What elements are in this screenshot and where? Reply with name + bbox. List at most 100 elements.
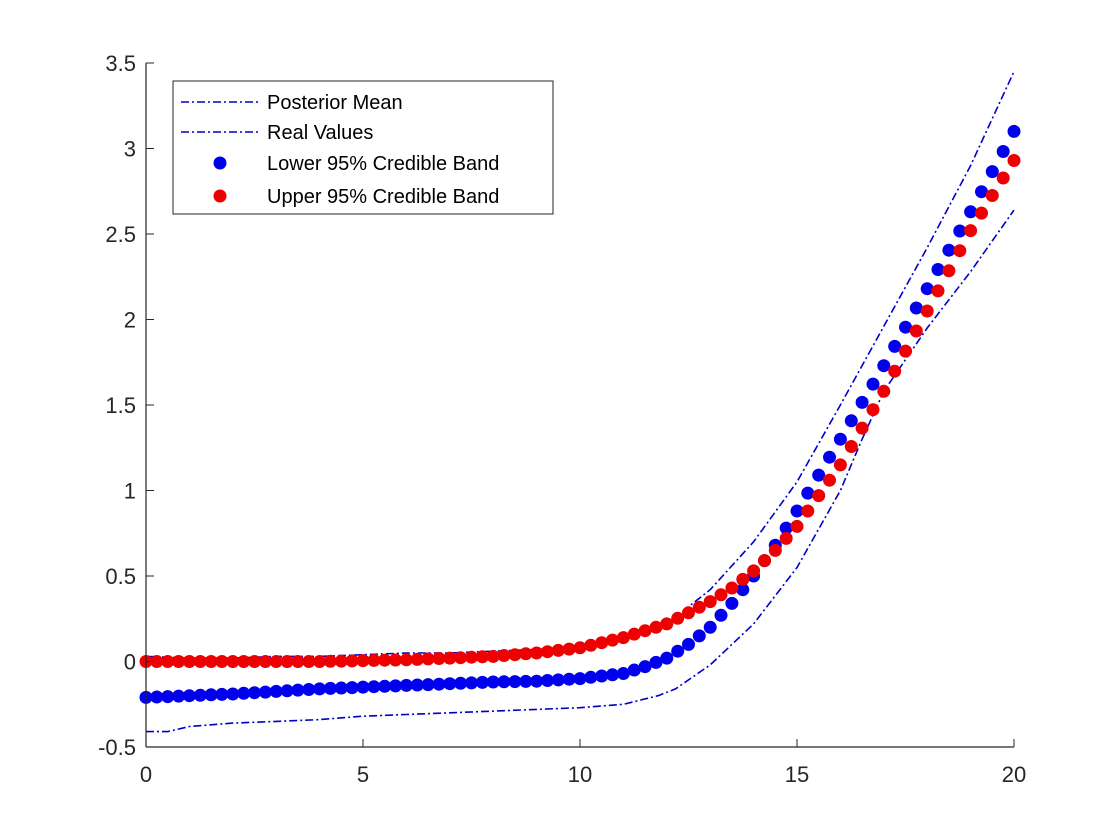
data-point — [682, 606, 695, 620]
data-point — [410, 652, 424, 666]
data-point — [280, 684, 294, 698]
data-point — [432, 677, 446, 691]
data-point — [823, 473, 836, 487]
data-point — [508, 675, 522, 689]
y-tick-label: 0 — [124, 650, 136, 675]
x-tick-label: 15 — [785, 762, 809, 787]
data-point — [877, 384, 891, 398]
data-point — [866, 403, 880, 417]
data-point — [497, 675, 511, 689]
data-point — [280, 655, 294, 668]
data-point — [302, 683, 316, 696]
data-point — [714, 588, 728, 602]
data-point — [345, 654, 359, 668]
data-point — [595, 636, 609, 650]
data-point — [1007, 124, 1021, 138]
series-line-real-values — [146, 209, 1015, 733]
data-point — [302, 655, 316, 668]
data-point — [909, 324, 923, 338]
data-point — [215, 655, 229, 668]
data-point — [150, 655, 164, 668]
data-point — [269, 684, 283, 698]
legend: Posterior Mean Real Values Lower 95% Cre… — [172, 80, 554, 215]
data-point — [161, 655, 175, 668]
data-point — [475, 675, 489, 689]
data-point — [367, 680, 381, 694]
data-point — [833, 432, 847, 446]
data-point — [378, 653, 392, 667]
legend-box — [172, 80, 554, 215]
data-point — [823, 450, 836, 464]
data-point — [899, 344, 912, 358]
legend-symbol-lower-band — [213, 156, 227, 170]
data-point — [258, 685, 272, 699]
y-tick-label: -0.5 — [98, 735, 136, 760]
data-point — [627, 663, 641, 677]
data-point — [562, 642, 576, 656]
series-markers-lower-95-credible-band — [139, 124, 1021, 704]
data-point — [964, 205, 978, 219]
data-point — [606, 668, 619, 682]
data-point — [595, 669, 609, 683]
data-point — [193, 688, 207, 702]
data-point — [584, 638, 598, 652]
data-point — [931, 263, 945, 276]
data-point — [964, 224, 978, 238]
legend-entry-upper-band: Upper 95% Credible Band — [213, 186, 499, 208]
data-point — [953, 224, 967, 238]
data-point — [1007, 154, 1021, 167]
x-tick-label: 20 — [1002, 762, 1026, 787]
data-point — [692, 629, 706, 643]
data-point — [682, 637, 695, 651]
data-point — [616, 631, 630, 645]
data-point — [888, 364, 902, 378]
data-point — [649, 655, 663, 669]
data-point — [410, 678, 424, 692]
data-point — [736, 583, 750, 597]
data-point — [725, 581, 739, 595]
data-point — [258, 655, 272, 668]
y-tick-label: 0.5 — [105, 564, 136, 589]
data-point — [237, 655, 251, 668]
data-point — [573, 672, 587, 686]
data-point — [866, 377, 880, 391]
data-point — [779, 531, 793, 545]
data-point — [801, 486, 815, 500]
data-point — [378, 679, 392, 693]
x-tick-label: 10 — [568, 762, 592, 787]
data-point — [899, 320, 912, 334]
tick-layer: 0 5 10 15 20-0.500.511.522.533.5 — [98, 51, 1026, 787]
legend-entry-posterior-mean: Posterior Mean — [181, 92, 403, 114]
data-point — [768, 543, 782, 557]
data-point — [454, 676, 468, 690]
data-point — [421, 678, 435, 692]
data-point — [356, 654, 370, 668]
data-point — [323, 654, 337, 668]
data-point — [465, 676, 478, 690]
data-point — [660, 651, 674, 665]
data-point — [942, 243, 956, 257]
data-point — [172, 655, 186, 668]
data-point — [486, 649, 500, 663]
data-point — [313, 682, 327, 696]
data-point — [226, 655, 240, 668]
data-point — [204, 655, 218, 668]
data-point — [758, 554, 771, 568]
data-point — [443, 677, 457, 691]
data-point — [975, 206, 988, 220]
data-point — [475, 650, 489, 664]
data-point — [562, 672, 576, 686]
data-point — [551, 643, 565, 657]
data-point — [638, 624, 652, 638]
y-tick-label: 2.5 — [105, 222, 136, 247]
y-tick-label: 3.5 — [105, 51, 136, 76]
data-point — [790, 504, 804, 518]
data-point — [421, 652, 435, 666]
data-point — [367, 653, 381, 667]
data-point — [454, 651, 468, 665]
data-point — [182, 689, 196, 703]
data-point — [215, 687, 229, 701]
data-point — [334, 681, 348, 695]
data-point — [465, 650, 478, 664]
